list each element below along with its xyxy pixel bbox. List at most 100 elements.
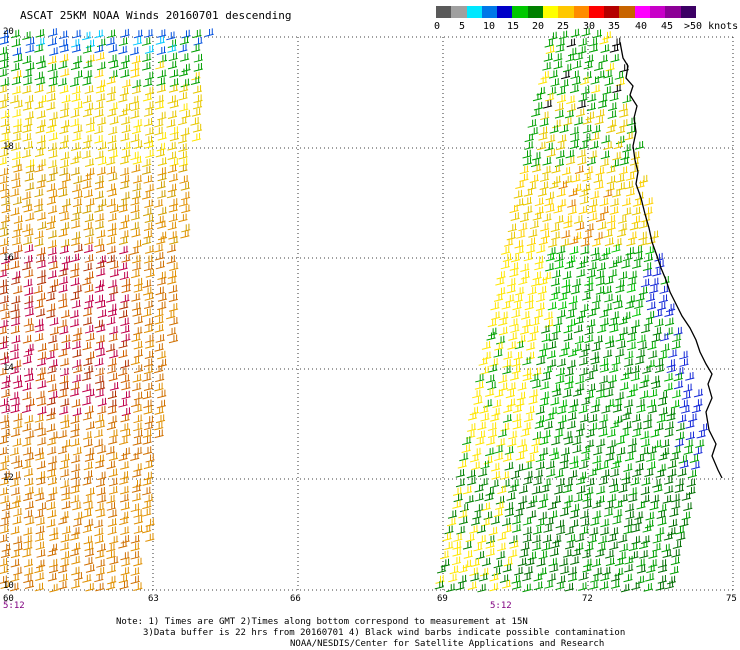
- wind-barb: [539, 181, 549, 191]
- wind-barb: [500, 471, 510, 480]
- wind-barb: [24, 307, 35, 317]
- wind-barb: [516, 334, 527, 344]
- wind-barb: [1, 502, 12, 512]
- wind-barb: [590, 574, 600, 583]
- wind-barb: [106, 421, 117, 431]
- wind-barb: [83, 134, 93, 144]
- wind-barb: [666, 303, 676, 313]
- wind-barb: [522, 476, 533, 486]
- wind-barb: [10, 29, 21, 39]
- wind-barb: [119, 423, 130, 432]
- wind-barb: [167, 276, 177, 285]
- wind-barb: [119, 516, 129, 526]
- wind-barb: [59, 109, 69, 119]
- wind-barb: [669, 508, 679, 517]
- wind-barb: [596, 262, 607, 272]
- wind-barb: [167, 164, 177, 174]
- wind-barb: [144, 350, 154, 360]
- wind-barb: [154, 382, 164, 392]
- wind-barb: [120, 566, 130, 576]
- wind-barb: [35, 525, 45, 535]
- wind-barb: [442, 532, 452, 542]
- wind-barb: [85, 351, 95, 360]
- colorbar-label: 45: [661, 21, 674, 32]
- wind-barb: [95, 549, 105, 559]
- wind-barb: [473, 396, 483, 405]
- wind-barb: [529, 325, 539, 335]
- wind-barb: [81, 140, 92, 150]
- wind-barb: [0, 100, 8, 109]
- wind-barb: [570, 556, 580, 565]
- wind-barb: [72, 446, 83, 456]
- wind-barb: [590, 76, 600, 85]
- wind-barb: [538, 276, 548, 286]
- wind-barb: [573, 493, 584, 503]
- wind-barb: [485, 447, 495, 457]
- wind-barb: [523, 461, 533, 471]
- wind-barb: [23, 254, 34, 264]
- wind-barb: [625, 503, 635, 513]
- wind-barb: [94, 134, 104, 144]
- wind-barb: [46, 518, 56, 528]
- wind-barb: [546, 134, 556, 144]
- wind-barb: [70, 155, 80, 165]
- wind-barb: [581, 343, 591, 352]
- wind-barb: [82, 372, 92, 381]
- wind-barb: [526, 341, 536, 351]
- wind-barb: [613, 509, 623, 518]
- wind-barb: [107, 399, 118, 408]
- wind-barb: [623, 463, 633, 472]
- wind-barb: [545, 412, 555, 422]
- wind-barb: [599, 197, 609, 207]
- wind-barb: [564, 582, 574, 592]
- wind-barb: [532, 526, 543, 535]
- wind-barb: [49, 326, 60, 336]
- wind-barb: [645, 511, 655, 521]
- wind-barb: [599, 309, 609, 318]
- wind-barb: [133, 463, 143, 472]
- wind-barb: [534, 261, 544, 271]
- wind-barb: [546, 148, 556, 158]
- wind-barb: [533, 581, 544, 591]
- wind-barb: [553, 52, 563, 62]
- wind-barb: [22, 132, 32, 142]
- wind-barb: [11, 151, 22, 161]
- wind-barb: [589, 581, 599, 590]
- wind-barb: [47, 383, 58, 393]
- wind-barb: [574, 116, 584, 126]
- wind-barb: [34, 43, 44, 53]
- wind-barb: [179, 36, 189, 45]
- wind-barb: [547, 301, 557, 311]
- wind-barb: [639, 549, 649, 559]
- wind-barb: [609, 364, 619, 373]
- wind-barb: [22, 382, 32, 391]
- x-tick-60: 60: [3, 594, 14, 604]
- wind-barb: [477, 534, 487, 544]
- wind-barb: [13, 420, 23, 430]
- wind-barb: [513, 351, 523, 361]
- wind-barb: [603, 188, 613, 198]
- wind-barb: [693, 388, 704, 398]
- wind-barb: [12, 516, 22, 525]
- wind-barb: [34, 487, 44, 496]
- wind-barb: [82, 431, 93, 440]
- wind-barb: [634, 141, 645, 150]
- wind-barb: [551, 175, 562, 185]
- wind-barb: [595, 213, 606, 223]
- wind-barb: [24, 414, 34, 424]
- wind-barb: [525, 405, 535, 415]
- wind-barb: [48, 77, 58, 87]
- wind-barb: [94, 519, 104, 529]
- wind-barb: [658, 350, 668, 360]
- wind-barb: [520, 542, 530, 551]
- wind-barb: [179, 83, 189, 93]
- wind-barb: [180, 78, 190, 88]
- wind-barb: [583, 230, 593, 240]
- wind-barb: [588, 414, 598, 423]
- wind-barb: [580, 452, 591, 462]
- wind-barb: [576, 100, 587, 109]
- wind-barb: [446, 583, 456, 593]
- wind-barb: [144, 300, 154, 309]
- wind-barb: [107, 135, 117, 144]
- wind-barb: [591, 558, 601, 568]
